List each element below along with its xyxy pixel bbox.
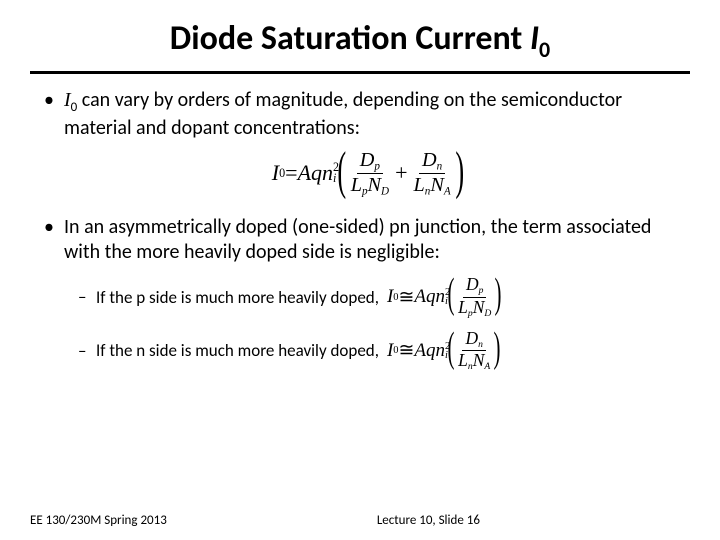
bullet-1-text: can vary by orders of magnitude, dependi… <box>64 88 622 140</box>
bullet-1-var: I <box>64 89 71 111</box>
title-var: I <box>530 18 539 59</box>
sub-bullet-2-text: If the n side is much more heavily doped… <box>96 340 379 361</box>
frac-1: Dp LpND <box>348 149 392 197</box>
eq-approx-2: ≅ <box>399 339 415 362</box>
title-container: Diode Saturation Current I0 <box>30 18 690 74</box>
eq-n-side: I0 ≅ Aqn2i ( Dn LnNA ) <box>387 329 498 373</box>
footer-course: EE 130/230M Spring 2013 <box>30 513 167 528</box>
equation-main: I0 = Aqn2i ( Dp LpND + Dn LnNA ) <box>44 149 690 197</box>
eq-p-side: I0 ≅ Aqn2i ( Dp LpND ) <box>387 275 499 319</box>
paren-right: ) <box>455 149 464 194</box>
title-text: Diode Saturation Current <box>170 18 530 59</box>
sub-bullet-1: If the p side is much more heavily doped… <box>78 275 690 319</box>
eq-q: q <box>311 160 322 186</box>
footer: EE 130/230M Spring 2013 Lecture 10, Slid… <box>30 513 690 528</box>
eq-plus: + <box>395 160 407 186</box>
eq-equals: = <box>285 160 297 186</box>
bullet-1: I0 can vary by orders of magnitude, depe… <box>44 88 690 141</box>
title-sub: 0 <box>539 36 550 63</box>
frac-p: Dp LpND <box>455 275 494 319</box>
sub-bullet-1-text: If the p side is much more heavily doped… <box>96 287 379 308</box>
eq-A: A <box>298 160 311 186</box>
sub-bullet-2: If the n side is much more heavily doped… <box>78 329 690 373</box>
paren-left: ( <box>337 149 346 194</box>
bullet-2-text: In an asymmetrically doped (one-sided) p… <box>64 215 651 264</box>
eq-n: n <box>322 160 333 186</box>
bullet-list: I0 can vary by orders of magnitude, depe… <box>30 88 690 373</box>
eq-approx-1: ≅ <box>399 286 415 309</box>
slide: Diode Saturation Current I0 I0 can vary … <box>0 0 720 540</box>
page-title: Diode Saturation Current I0 <box>170 18 550 63</box>
eq-main-math: I0 = Aqn2i ( Dp LpND + Dn LnNA ) <box>272 149 462 197</box>
footer-lecture: Lecture 10, Slide 16 <box>167 513 690 528</box>
eq-I: I <box>272 160 279 186</box>
bullet-2: In an asymmetrically doped (one-sided) p… <box>44 215 690 265</box>
frac-n: Dn LnNA <box>455 329 493 373</box>
frac-2: Dn LnNA <box>410 149 453 197</box>
